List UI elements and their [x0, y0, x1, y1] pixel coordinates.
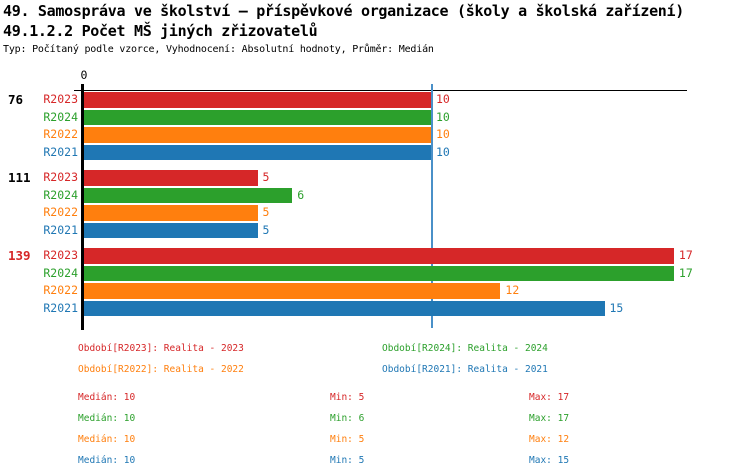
bar-value-label: 5: [262, 222, 270, 237]
series-label-r2022: R2022: [43, 283, 78, 297]
bar-value-label: 15: [609, 300, 624, 315]
y-axis-line: [81, 84, 84, 330]
bar-value-label: 10: [436, 92, 450, 106]
bar-r2023: [84, 248, 674, 264]
series-label-r2021: R2021: [43, 300, 78, 315]
axis-zero-tick-label: 0: [80, 68, 88, 82]
bar-r2023: [84, 92, 431, 108]
bar-value-label: 5: [262, 170, 270, 184]
bar-r2022: [84, 283, 501, 299]
bar-r2021: [84, 300, 605, 316]
x-axis-line: [74, 90, 687, 91]
series-label-r2024: R2024: [43, 187, 78, 202]
stat-max-r2021: Max: 15: [529, 455, 570, 466]
stat-min-r2021: Min: 5: [330, 455, 365, 466]
series-label-r2024: R2024: [43, 265, 78, 280]
series-label-r2023: R2023: [43, 248, 78, 262]
bar-r2023: [84, 170, 258, 186]
stat-median-r2021: Medián: 10: [78, 455, 136, 466]
bar-value-label: 17: [678, 265, 693, 280]
stat-min-r2022: Min: 5: [330, 434, 365, 445]
legend-item-r2021: Období[R2021]: Realita - 2021: [382, 364, 548, 375]
bar-value-label: 10: [436, 144, 450, 159]
series-label-r2023: R2023: [43, 170, 78, 184]
bar-value-label: 12: [505, 283, 520, 297]
legend-item-r2023: Období[R2023]: Realita - 2023: [78, 343, 244, 354]
bar-value-label: 6: [297, 187, 305, 202]
page-title: 49. Samospráva ve školství – příspěvkové…: [3, 2, 685, 20]
group-label: 76: [8, 92, 24, 107]
stat-min-r2024: Min: 6: [330, 413, 365, 424]
chart-title: 49.1.2.2 Počet MŠ jiných zřizovatelů: [3, 22, 318, 40]
chart-subtitle: Typ: Počítaný podle vzorce, Vyhodnocení:…: [3, 44, 434, 55]
bar-r2024: [84, 109, 431, 125]
series-label-r2022: R2022: [43, 127, 78, 141]
stat-min-r2023: Min: 5: [330, 392, 365, 403]
bar-r2021: [84, 222, 258, 238]
bar-r2022: [84, 205, 258, 221]
median-line: [431, 84, 433, 328]
stat-median-r2023: Medián: 10: [78, 392, 136, 403]
bar-value-label: 5: [262, 205, 270, 219]
series-label-r2021: R2021: [43, 222, 78, 237]
series-label-r2023: R2023: [43, 92, 78, 106]
bar-value-label: 10: [436, 109, 450, 124]
legend-item-r2022: Období[R2022]: Realita - 2022: [78, 364, 244, 375]
bar-r2022: [84, 127, 431, 143]
group-label: 111: [8, 170, 31, 185]
stat-median-r2024: Medián: 10: [78, 413, 136, 424]
legend-item-r2024: Období[R2024]: Realita - 2024: [382, 343, 548, 354]
stat-max-r2022: Max: 12: [529, 434, 570, 445]
stat-max-r2024: Max: 17: [529, 413, 570, 424]
series-label-r2022: R2022: [43, 205, 78, 219]
bar-r2024: [84, 187, 293, 203]
stat-median-r2022: Medián: 10: [78, 434, 136, 445]
series-label-r2024: R2024: [43, 109, 78, 124]
group-label: 139: [8, 248, 31, 263]
bar-value-label: 10: [436, 127, 450, 141]
series-label-r2021: R2021: [43, 144, 78, 159]
stat-max-r2023: Max: 17: [529, 392, 570, 403]
bar-r2021: [84, 144, 431, 160]
bar-value-label: 17: [678, 248, 693, 262]
bar-r2024: [84, 265, 674, 281]
